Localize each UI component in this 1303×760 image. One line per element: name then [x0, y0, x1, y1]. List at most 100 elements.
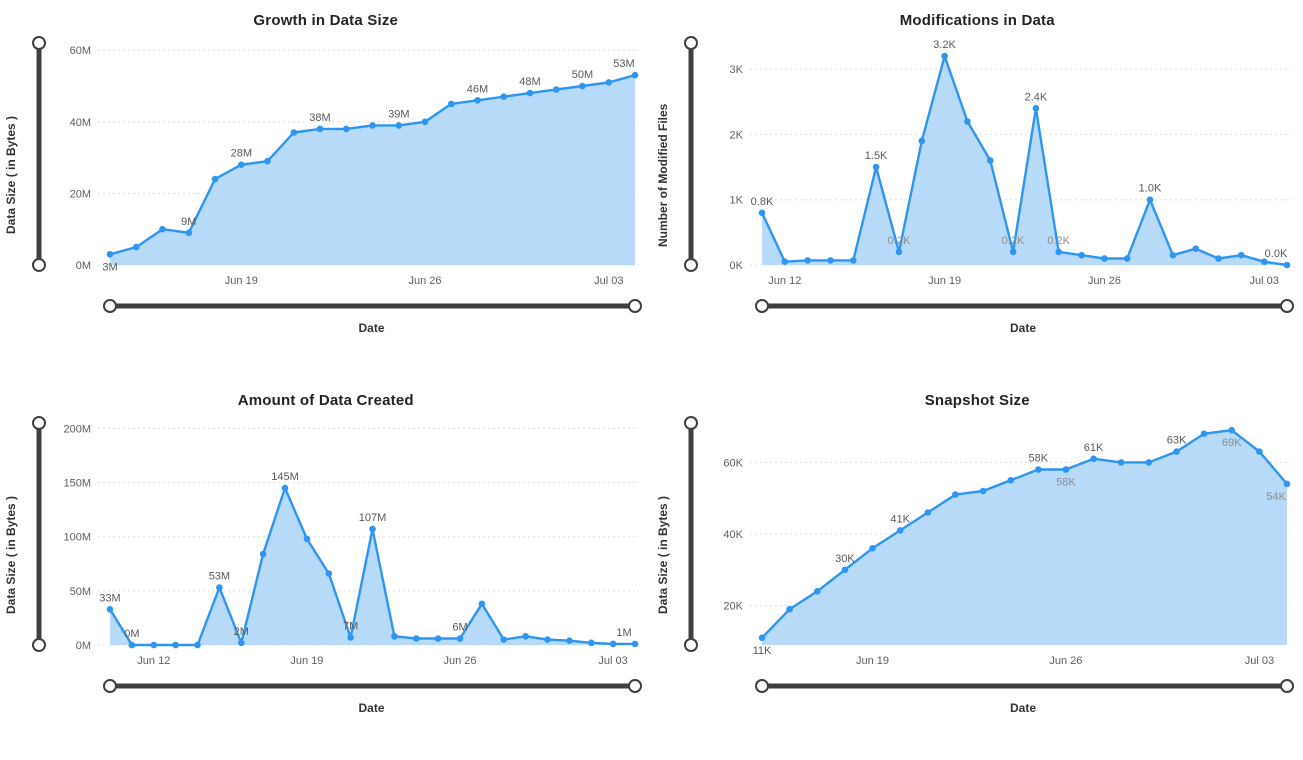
data-point[interactable] [758, 209, 765, 217]
data-point[interactable] [849, 257, 857, 264]
y-zoom-handle-top[interactable] [32, 36, 46, 50]
data-point[interactable] [421, 118, 429, 126]
data-point[interactable] [133, 243, 140, 251]
data-point[interactable] [128, 641, 136, 649]
data-point[interactable] [1009, 248, 1016, 256]
y-zoom-slider[interactable] [24, 33, 54, 291]
data-point[interactable] [526, 89, 534, 97]
x-zoom-slider[interactable] [706, 291, 1297, 321]
data-point[interactable] [303, 535, 311, 543]
x-zoom-track[interactable] [108, 303, 637, 309]
data-point[interactable] [369, 525, 376, 533]
data-point[interactable] [588, 639, 595, 647]
data-point[interactable] [369, 122, 376, 129]
x-zoom-slider[interactable] [706, 671, 1297, 701]
x-zoom-handle-right[interactable] [628, 679, 642, 693]
data-point[interactable] [1255, 448, 1263, 455]
data-point[interactable] [1054, 248, 1062, 256]
data-point[interactable] [343, 125, 350, 133]
y-zoom-track[interactable] [36, 422, 42, 646]
data-point[interactable] [605, 79, 613, 86]
data-point[interactable] [1089, 455, 1097, 463]
data-point[interactable] [1032, 105, 1039, 112]
data-point[interactable] [895, 248, 902, 256]
data-point[interactable] [785, 605, 793, 613]
data-point[interactable] [1100, 255, 1108, 262]
data-point[interactable] [264, 157, 271, 165]
y-zoom-slider[interactable] [676, 33, 706, 291]
data-point[interactable] [868, 545, 876, 552]
y-zoom-handle-bottom[interactable] [32, 258, 46, 272]
data-point[interactable] [1145, 459, 1152, 466]
data-point[interactable] [456, 635, 464, 642]
x-zoom-handle-left[interactable] [103, 299, 117, 313]
data-point[interactable] [1200, 430, 1207, 437]
data-point[interactable] [172, 641, 179, 649]
data-point[interactable] [474, 97, 481, 104]
data-point[interactable] [1237, 251, 1245, 259]
data-point[interactable] [631, 71, 639, 79]
y-zoom-track[interactable] [36, 42, 42, 266]
data-point[interactable] [544, 636, 551, 643]
data-point[interactable] [1077, 251, 1085, 259]
data-point[interactable] [290, 129, 298, 136]
data-point[interactable] [1006, 477, 1014, 484]
data-point[interactable] [758, 634, 765, 642]
data-point[interactable] [1034, 466, 1042, 473]
x-zoom-handle-right[interactable] [1279, 299, 1294, 313]
data-point[interactable] [500, 636, 508, 643]
data-point[interactable] [216, 584, 223, 591]
y-zoom-slider[interactable] [676, 413, 706, 671]
data-point[interactable] [631, 640, 639, 648]
data-point[interactable] [781, 258, 788, 265]
y-zoom-handle-bottom[interactable] [683, 638, 698, 652]
data-point[interactable] [940, 52, 948, 60]
x-zoom-handle-right[interactable] [1279, 679, 1294, 693]
y-zoom-handle-bottom[interactable] [683, 258, 698, 272]
data-point[interactable] [826, 257, 834, 264]
data-point[interactable] [918, 137, 925, 145]
data-point[interactable] [841, 566, 848, 574]
y-zoom-handle-top[interactable] [32, 416, 46, 430]
data-point[interactable] [238, 639, 245, 647]
data-point[interactable] [448, 100, 455, 108]
data-point[interactable] [1062, 466, 1069, 473]
y-zoom-handle-top[interactable] [683, 416, 698, 430]
data-point[interactable] [963, 118, 971, 125]
data-point[interactable] [803, 257, 811, 264]
data-point[interactable] [325, 570, 333, 577]
data-point[interactable] [609, 640, 617, 648]
data-point[interactable] [896, 527, 903, 534]
y-zoom-slider[interactable] [24, 413, 54, 671]
y-zoom-handle-top[interactable] [683, 36, 698, 50]
x-zoom-handle-left[interactable] [103, 679, 117, 693]
x-zoom-handle-left[interactable] [754, 679, 769, 693]
data-point[interactable] [159, 225, 166, 233]
x-zoom-track[interactable] [108, 683, 637, 689]
y-zoom-handle-bottom[interactable] [32, 638, 46, 652]
data-point[interactable] [150, 641, 158, 649]
y-zoom-track[interactable] [688, 422, 693, 646]
data-point[interactable] [391, 633, 398, 640]
data-point[interactable] [1172, 448, 1180, 455]
data-point[interactable] [1169, 251, 1176, 259]
data-point[interactable] [434, 635, 442, 642]
x-zoom-track[interactable] [759, 683, 1289, 689]
data-point[interactable] [413, 635, 420, 642]
x-zoom-handle-right[interactable] [628, 299, 642, 313]
data-point[interactable] [1283, 261, 1290, 269]
data-point[interactable] [1214, 255, 1222, 262]
data-point[interactable] [951, 491, 959, 498]
data-point[interactable] [185, 229, 193, 237]
data-point[interactable] [478, 600, 486, 608]
data-point[interactable] [1283, 480, 1290, 488]
x-zoom-slider[interactable] [54, 291, 645, 321]
data-point[interactable] [1260, 258, 1267, 265]
data-point[interactable] [553, 86, 560, 93]
data-point[interactable] [238, 161, 245, 168]
data-point[interactable] [347, 634, 354, 641]
data-point[interactable] [1191, 245, 1199, 252]
data-point[interactable] [813, 588, 821, 595]
x-zoom-handle-left[interactable] [754, 299, 769, 313]
data-point[interactable] [986, 157, 994, 164]
